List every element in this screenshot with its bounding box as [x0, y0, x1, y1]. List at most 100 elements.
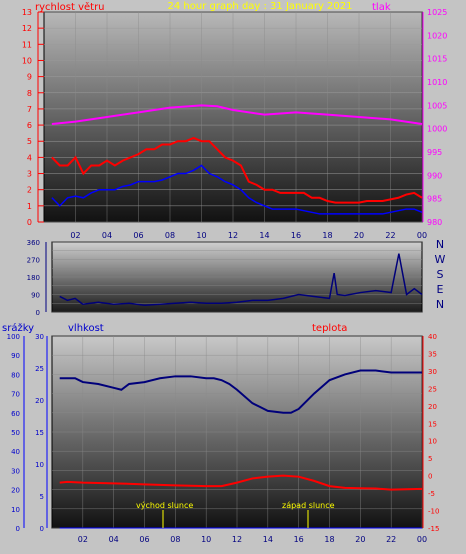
- direction-grid: [52, 241, 422, 313]
- humidity-axis-label: vlhkost: [68, 323, 104, 334]
- pressure-tick-label: 1020: [427, 31, 447, 40]
- time-tick-label: 14: [259, 231, 269, 240]
- time-tick-label: 20: [354, 231, 364, 240]
- temperature-tick-label: 35: [428, 350, 437, 358]
- humidity-axis: 0 10 20 30 40 50 60 70 80 90 100: [7, 333, 25, 533]
- temperature-axis: -15 -10 -5 0 5 10 15 20 25 30 35 40: [422, 333, 439, 533]
- humidity-tick-label: 50: [11, 429, 20, 437]
- wind-tick-label: 9: [27, 73, 32, 82]
- temperature-tick-label: 10: [428, 438, 437, 446]
- pressure-tick-label: 1000: [427, 125, 447, 134]
- pressure-axis-label: tlak: [372, 2, 391, 13]
- time-tick-label: 10: [196, 231, 206, 240]
- wind-tick-label: 0: [27, 218, 32, 227]
- time-tick-label: 06: [139, 535, 149, 544]
- chart-title: 24 hour graph day : 31 January 2021: [168, 1, 353, 12]
- temperature-line: [59, 474, 423, 491]
- temperature-tick-label: 20: [428, 403, 437, 411]
- time-tick-label: 02: [70, 231, 80, 240]
- wind-tick-label: 3: [27, 170, 32, 179]
- temperature-tick-label: 5: [428, 455, 432, 463]
- humidity-tick-label: 40: [11, 448, 20, 456]
- humidity-tick-label: 20: [11, 487, 20, 495]
- sunset-label: západ slunce: [282, 501, 335, 510]
- time-tick-label: 08: [165, 231, 175, 240]
- sunrise-label: východ slunce: [136, 501, 193, 510]
- time-tick-label: 02: [78, 535, 88, 544]
- time-tick-label: 08: [170, 535, 180, 544]
- pressure-tick-label: 995: [427, 148, 442, 157]
- rain-tick-label: 0: [40, 525, 44, 533]
- humidity-tick-label: 80: [11, 371, 20, 379]
- time-tick-label: 18: [322, 231, 332, 240]
- direction-tick-label: 90: [31, 292, 40, 300]
- rain-axis: 0 5 10 15 20 25 30: [35, 333, 48, 533]
- rain-tick-label: 25: [35, 365, 44, 373]
- time-tick-label: 06: [133, 231, 143, 240]
- time-tick-label: 00: [417, 231, 427, 240]
- wind-direction-line: [59, 253, 423, 306]
- time-tick-label: 16: [291, 231, 301, 240]
- rain-tick-label: 15: [35, 429, 44, 437]
- wind-speed-line: [51, 136, 423, 204]
- rain-tick-label: 10: [35, 461, 44, 469]
- wind-axis-label: rychlost větru: [35, 1, 105, 13]
- time-tick-label: 00: [417, 535, 427, 544]
- direction-tick-label: 0: [36, 309, 40, 317]
- humidity-tick-label: 90: [11, 352, 20, 360]
- time-tick-label: 04: [109, 535, 119, 544]
- wind-tick-label: 4: [27, 153, 32, 162]
- humidity-tick-label: 0: [16, 525, 20, 533]
- temperature-tick-label: -5: [428, 490, 435, 498]
- wind-grid: [44, 11, 423, 223]
- humidity-tick-label: 10: [11, 506, 20, 514]
- time-tick-label: 14: [263, 535, 273, 544]
- time-axis-bottom: 02 04 06 08 10 12 14 16 18 20 22 00: [78, 535, 427, 544]
- pressure-tick-label: 1005: [427, 101, 447, 110]
- pressure-axis: 980 985 990 995 1000 1005 1010 1015 1020 1025: [422, 8, 447, 227]
- humidity-tick-label: 70: [11, 391, 20, 399]
- wind-tick-label: 1: [27, 202, 32, 211]
- wind-tick-label: 8: [27, 89, 32, 98]
- pressure-tick-label: 1015: [427, 55, 447, 64]
- humidity-tick-label: 30: [11, 467, 20, 475]
- time-tick-label: 04: [102, 231, 112, 240]
- compass-letter: N: [436, 238, 444, 251]
- wind-tick-label: 6: [27, 121, 32, 130]
- direction-tick-label: 360: [27, 239, 40, 247]
- humidity-tick-label: 60: [11, 410, 20, 418]
- wind-tick-label: 2: [27, 186, 32, 195]
- direction-axis: 0 90 180 270 360: [27, 239, 47, 317]
- wind-base-line: [51, 164, 423, 215]
- humidity-tick-label: 100: [7, 333, 20, 341]
- pressure-tick-label: 985: [427, 195, 442, 204]
- temperature-tick-label: -10: [428, 508, 439, 516]
- temperature-tick-label: 0: [428, 473, 432, 481]
- compass-letter: W: [435, 253, 446, 266]
- rain-tick-label: 20: [35, 397, 44, 405]
- pressure-line: [51, 104, 423, 125]
- time-tick-label: 16: [294, 535, 304, 544]
- rain-axis-label: srážky: [2, 322, 34, 334]
- time-axis-top: 02 04 06 08 10 12 14 16 18 20 22 00: [70, 231, 427, 240]
- temperature-tick-label: 40: [428, 333, 437, 341]
- wind-pressure-series: [51, 104, 423, 215]
- time-tick-label: 22: [386, 535, 396, 544]
- pressure-tick-label: 1010: [427, 78, 447, 87]
- wind-tick-label: 11: [22, 40, 32, 49]
- time-tick-label: 22: [385, 231, 395, 240]
- direction-series: [59, 253, 423, 306]
- temperature-tick-label: 15: [428, 420, 437, 428]
- wind-tick-label: 10: [22, 56, 32, 65]
- wind-tick-label: 12: [22, 24, 32, 33]
- pressure-tick-label: 1025: [427, 8, 447, 17]
- pressure-tick-label: 990: [427, 171, 442, 180]
- compass-letter: S: [437, 268, 444, 281]
- rain-tick-label: 30: [35, 333, 44, 341]
- temperature-tick-label: -15: [428, 525, 439, 533]
- wind-tick-label: 7: [27, 105, 32, 114]
